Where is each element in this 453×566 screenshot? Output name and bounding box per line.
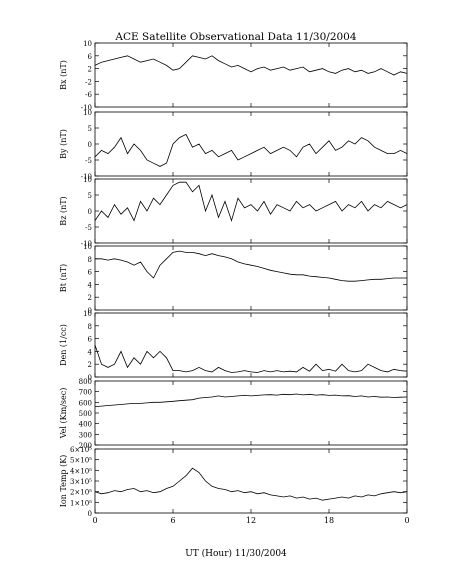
panel-6: 6×10⁵ 5×10⁵ 4×10⁵ 3×10⁵ 2×10⁵ 1×10⁵ 0 Ion Temp … [59,446,408,518]
y-axis-label: Bz (nT) [59,196,68,225]
y-tick-label: 0 [88,141,92,149]
data-series-line [95,250,407,282]
y-tick-label: 5×10⁵ [70,457,92,465]
data-series-line [94,55,408,76]
panel-frame [94,312,408,378]
y-tick-label: 4 [88,348,93,356]
y-tick-label: 4×10⁵ [70,467,92,475]
y-tick-label: 10 [83,243,92,251]
y-tick-label: 8 [88,323,92,331]
chart-title: ACE Satellite Observational Data 11/30/2… [114,31,356,43]
y-axis-label: Vel (Km/sec) [59,388,68,440]
y-tick-label: 2 [88,66,92,74]
y-tick-label: 6 [88,336,93,344]
y-axis-label: Den (1/cc) [59,324,68,366]
y-tick-label: 8 [88,256,92,264]
y-tick-label: 6 [88,53,93,61]
panel-frame [94,448,408,514]
x-tick-label: 6 [170,516,175,525]
y-axis-label: Ion Temp (K) [59,455,68,508]
data-series-line [94,133,408,167]
x-tick-label: 0 [404,516,409,525]
data-series-line [94,393,408,407]
y-tick-label: 0 [88,208,92,216]
y-tick-label: 5 [88,125,92,133]
y-axis-label: Bx (nT) [59,60,68,90]
panel-frame [94,245,408,311]
y-tick-label: 10 [83,310,92,318]
y-tick-label: 5 [88,192,92,200]
y-axis-label: By (nT) [59,129,68,159]
y-tick-label: 0 [88,510,92,518]
y-tick-label: -10 [81,240,92,248]
x-tick-label: 12 [246,516,256,525]
y-tick-label: 10 [83,176,92,184]
y-tick-label: 300 [79,431,92,439]
y-tick-label: 700 [79,389,92,397]
y-tick-label: -10 [81,173,92,181]
y-tick-label: 10 [83,40,92,48]
y-tick-label: 800 [79,378,92,386]
y-tick-label: 0 [88,307,92,315]
y-tick-label: 0 [88,374,92,382]
y-tick-label: -2 [85,78,92,86]
panel-0: 10 6 2 -2 -6 -10 Bx (nT) [59,40,408,112]
panel-1: 10 5 0 -5 -10 By (nT) [59,109,408,181]
y-axis-label: Bt (nT) [59,264,68,292]
data-series-line [94,344,408,373]
y-tick-label: 600 [79,399,92,407]
y-tick-label: 3×10⁵ [70,478,92,486]
x-tick-labels: 0 6 12 18 0 [92,516,409,525]
panel-frame [94,178,408,244]
y-tick-label: 6 [88,269,93,277]
y-tick-label: 2 [88,294,92,302]
x-tick-label: 18 [324,516,334,525]
y-tick-label: -5 [85,157,92,165]
y-tick-label: -5 [85,224,92,232]
panel-2: 10 5 0 -5 -10 Bz (nT) [59,176,408,248]
y-tick-label: 1×10⁵ [70,499,92,507]
y-tick-label: 6×10⁵ [70,446,92,454]
x-axis-label: UT (Hour) 11/30/2004 [185,548,287,559]
x-tick-label: 0 [92,516,97,525]
panel-frame [94,111,408,177]
panel-3: 10 8 6 4 2 0 Bt (nT) [59,243,408,315]
y-tick-label: 500 [79,410,92,418]
y-tick-label: 200 [79,442,92,450]
chart-panels: 10 6 2 -2 -6 -10 Bx (nT) 10 5 0 -5 -10 By (nT) 10 5 0 -5… [59,40,408,518]
panel-5: 800 700 600 500 400 300 200 Vel (Km/sec) [59,378,408,450]
data-series-line [94,181,408,222]
y-tick-label: 2 [88,361,92,369]
y-tick-label: 4 [88,281,93,289]
panel-frame [94,380,408,446]
y-tick-label: 10 [83,109,92,117]
data-series-line [94,467,408,501]
y-tick-label: -6 [85,91,92,99]
y-tick-label: 400 [79,421,92,429]
panel-4: 10 8 6 4 2 0 Den (1/cc) [59,310,408,382]
y-tick-label: 2×10⁵ [70,489,92,497]
panel-frame [94,42,408,108]
y-tick-label: -10 [81,104,92,112]
